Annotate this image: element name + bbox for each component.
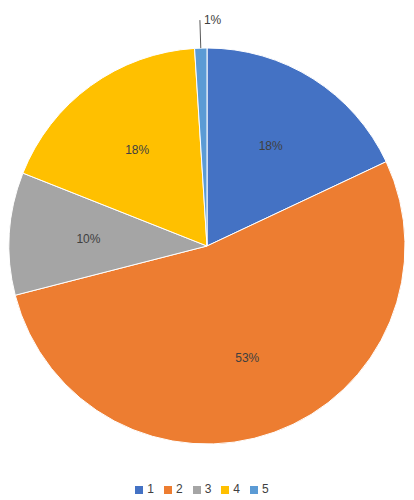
html-text:5: 5 xyxy=(262,482,269,496)
svg-text:18%: 18% xyxy=(125,143,149,157)
svg-text:10%: 10% xyxy=(76,232,100,246)
svg-text:18%: 18% xyxy=(259,139,283,153)
html-text:2: 2 xyxy=(176,482,183,496)
svg-text:53%: 53% xyxy=(235,351,259,365)
svg-text:1%: 1% xyxy=(204,13,222,27)
html-text:1: 1 xyxy=(147,482,154,496)
html-text:3: 3 xyxy=(204,482,212,496)
html-text:4: 4 xyxy=(233,482,240,496)
